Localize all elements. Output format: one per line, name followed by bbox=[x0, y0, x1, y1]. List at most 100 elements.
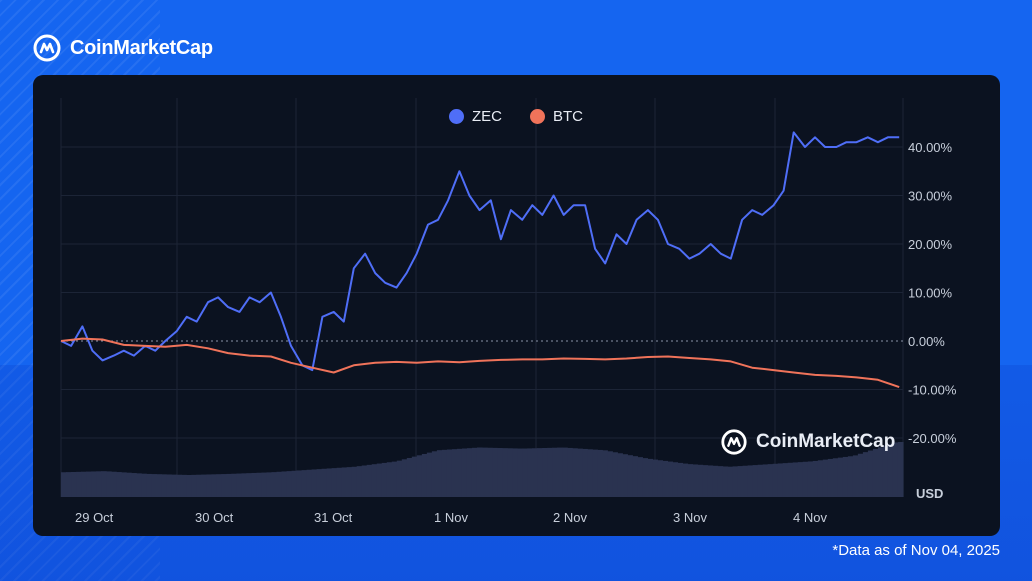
volume-bar bbox=[336, 467, 343, 497]
volume-bar bbox=[376, 463, 383, 497]
volume-bar bbox=[121, 472, 127, 497]
volume-bar bbox=[577, 448, 583, 497]
volume-bar bbox=[677, 462, 684, 497]
volume-bar bbox=[361, 465, 368, 497]
volume-bar bbox=[271, 472, 278, 497]
volume-bar bbox=[351, 466, 358, 497]
volume-bar bbox=[136, 473, 142, 497]
volume-bar bbox=[782, 463, 789, 497]
volume-bar bbox=[86, 471, 92, 497]
volume-bar bbox=[386, 462, 393, 497]
x-tick-label: 29 Oct bbox=[75, 510, 114, 525]
volume-bar bbox=[887, 444, 894, 497]
volume-bar bbox=[176, 474, 182, 497]
volume-bar bbox=[466, 448, 473, 497]
legend-zec-swatch bbox=[449, 109, 464, 124]
volume-bar bbox=[602, 450, 608, 497]
volume-axis-label: USD bbox=[916, 486, 943, 501]
volume-bar bbox=[517, 448, 523, 497]
volume-bar bbox=[542, 447, 548, 497]
volume-bar bbox=[822, 459, 829, 497]
legend-item-btc[interactable]: BTC bbox=[530, 108, 583, 125]
volume-bar bbox=[276, 471, 283, 497]
volume-bar bbox=[847, 456, 854, 497]
volume-bar bbox=[742, 465, 749, 497]
volume-bar bbox=[637, 457, 643, 497]
volume-bar bbox=[116, 472, 122, 497]
volume-bar bbox=[181, 474, 187, 497]
volume-bar bbox=[757, 464, 764, 497]
volume-bar bbox=[587, 449, 593, 497]
volume-bar bbox=[672, 462, 679, 497]
volume-bar bbox=[862, 452, 869, 497]
volume-bar bbox=[697, 464, 704, 497]
volume-bar bbox=[196, 474, 202, 497]
data-date-footnote: *Data as of Nov 04, 2025 bbox=[832, 542, 1000, 559]
volume-bar bbox=[321, 468, 328, 497]
volume-bar bbox=[722, 466, 729, 497]
volume-bar bbox=[96, 471, 102, 497]
volume-bar bbox=[777, 463, 784, 497]
legend-zec-label: ZEC bbox=[472, 108, 502, 125]
volume-bar bbox=[301, 470, 308, 497]
volume-bar bbox=[381, 462, 388, 497]
volume-bar bbox=[306, 469, 313, 497]
volume-bar bbox=[451, 449, 458, 497]
volume-bar bbox=[607, 451, 613, 497]
volume-bar bbox=[251, 472, 258, 497]
volume-bar bbox=[702, 465, 709, 497]
volume-bar bbox=[737, 466, 744, 497]
y-tick-label: -10.00% bbox=[908, 383, 957, 398]
volume-bar bbox=[426, 452, 433, 497]
volume-bar bbox=[201, 474, 207, 497]
legend-item-zec[interactable]: ZEC bbox=[449, 108, 502, 125]
volume-bar bbox=[146, 473, 152, 497]
volume-bar bbox=[802, 461, 809, 497]
volume-bar bbox=[632, 456, 638, 497]
volume-bar bbox=[787, 462, 794, 497]
legend-btc-swatch bbox=[530, 109, 545, 124]
volume-bar bbox=[216, 474, 222, 497]
volume-bar bbox=[281, 471, 288, 497]
volume-bar bbox=[687, 464, 694, 497]
volume-bar bbox=[266, 472, 273, 497]
volume-bar bbox=[341, 467, 348, 497]
volume-bar bbox=[166, 474, 172, 497]
volume-bar bbox=[572, 448, 578, 497]
volume-bar bbox=[872, 448, 879, 497]
x-tick-label: 1 Nov bbox=[434, 510, 468, 525]
volume-bar bbox=[837, 457, 844, 497]
volume-bar bbox=[141, 473, 147, 497]
y-tick-label: 20.00% bbox=[908, 237, 953, 252]
volume-bar bbox=[747, 465, 754, 497]
volume-bar bbox=[767, 464, 774, 497]
y-tick-label: 10.00% bbox=[908, 286, 953, 301]
volume-bar bbox=[807, 461, 814, 497]
y-tick-label: 40.00% bbox=[908, 140, 953, 155]
volume-bar bbox=[286, 471, 293, 497]
y-tick-label: -20.00% bbox=[908, 431, 957, 446]
volume-bar bbox=[877, 447, 884, 497]
volume-bar bbox=[797, 462, 804, 497]
volume-bar bbox=[657, 460, 664, 497]
volume-bar bbox=[61, 472, 67, 497]
volume-bar bbox=[732, 466, 739, 497]
volume-bar bbox=[186, 474, 192, 497]
volume-bar bbox=[151, 474, 157, 497]
volume-bar bbox=[852, 455, 859, 497]
volume-bar bbox=[867, 450, 874, 497]
volume-bar bbox=[471, 447, 478, 497]
volume-bar bbox=[692, 464, 699, 497]
volume-bar bbox=[236, 473, 243, 497]
legend-btc-label: BTC bbox=[553, 108, 583, 125]
volume-bar bbox=[562, 447, 568, 497]
volume-bar bbox=[557, 447, 563, 497]
series-line-btc bbox=[60, 337, 900, 389]
volume-bar bbox=[111, 471, 117, 497]
volume-bar bbox=[597, 449, 603, 497]
volume-bar bbox=[206, 474, 212, 497]
volume-bar bbox=[101, 471, 107, 497]
volume-bar bbox=[642, 458, 648, 497]
volume-bar bbox=[401, 459, 408, 497]
volume-bar bbox=[461, 448, 468, 497]
